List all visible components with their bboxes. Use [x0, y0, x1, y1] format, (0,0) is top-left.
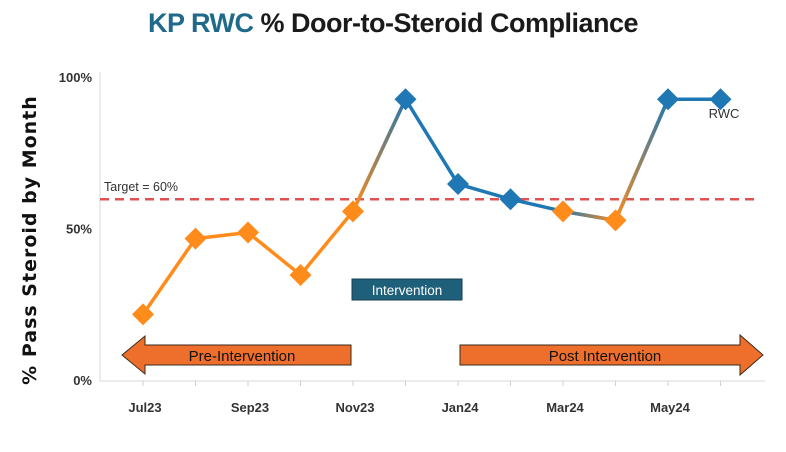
- x-tick-label: Sep23: [231, 400, 269, 415]
- series-line-segment: [141, 236, 198, 317]
- series-line-segment: [613, 97, 670, 223]
- series-label: RWC: [709, 106, 740, 121]
- pre-intervention-label: Pre-Intervention: [189, 348, 296, 365]
- data-point-Jun24: [709, 88, 732, 111]
- data-point-Feb24: [499, 188, 522, 211]
- data-point-Oct23: [289, 263, 312, 286]
- annotation-layer: Intervention Pre-Intervention Post Interve…: [121, 278, 764, 377]
- series-line-segment: [456, 182, 513, 201]
- data-point-Aug23: [184, 227, 207, 250]
- data-point-Sep23: [237, 221, 259, 244]
- data-point-Apr24: [604, 209, 627, 232]
- chart-title: KP RWC % Door-to-Steroid Compliance: [0, 8, 786, 39]
- post-intervention-arrow: [459, 333, 764, 377]
- series-marker-layer: RWC: [132, 88, 740, 326]
- x-tick-label: Mar24: [546, 400, 584, 415]
- data-point-May24: [657, 88, 679, 111]
- series-line-segment: [246, 230, 303, 277]
- y-tick-label: 0%: [73, 373, 92, 388]
- y-tick-label: 100%: [59, 70, 93, 85]
- data-point-Jul23: [132, 303, 154, 326]
- y-tick-label: 50%: [66, 222, 92, 237]
- axes: 0% 50% 100% Jul23 Sep23 Nov23 Jan24 Mar24 May24: [59, 70, 765, 415]
- intervention-box: [351, 278, 463, 301]
- series-line-segment: [403, 97, 460, 186]
- series-line-segment: [351, 97, 408, 214]
- intervention-label: Intervention: [372, 283, 443, 298]
- x-tick-label: Jul23: [128, 400, 161, 415]
- data-point-Jan24: [447, 173, 469, 196]
- x-tick-label: Jan24: [442, 400, 480, 415]
- chart-title-brand: KP RWC: [147, 8, 254, 38]
- pre-intervention-arrow: [121, 334, 352, 376]
- x-tick-label: May24: [650, 400, 691, 415]
- data-point-Nov23: [342, 200, 364, 223]
- data-point-Dec23: [394, 88, 417, 111]
- target-layer: Target = 60%: [100, 180, 755, 201]
- chart-title-rest: % Door-to-Steroid Compliance: [253, 8, 639, 38]
- post-intervention-label: Post Intervention: [549, 348, 662, 365]
- series-line-segment: [298, 209, 355, 277]
- data-point-Mar24: [552, 200, 574, 223]
- target-label: Target = 60%: [104, 180, 178, 194]
- x-tick-label: Nov23: [335, 400, 374, 415]
